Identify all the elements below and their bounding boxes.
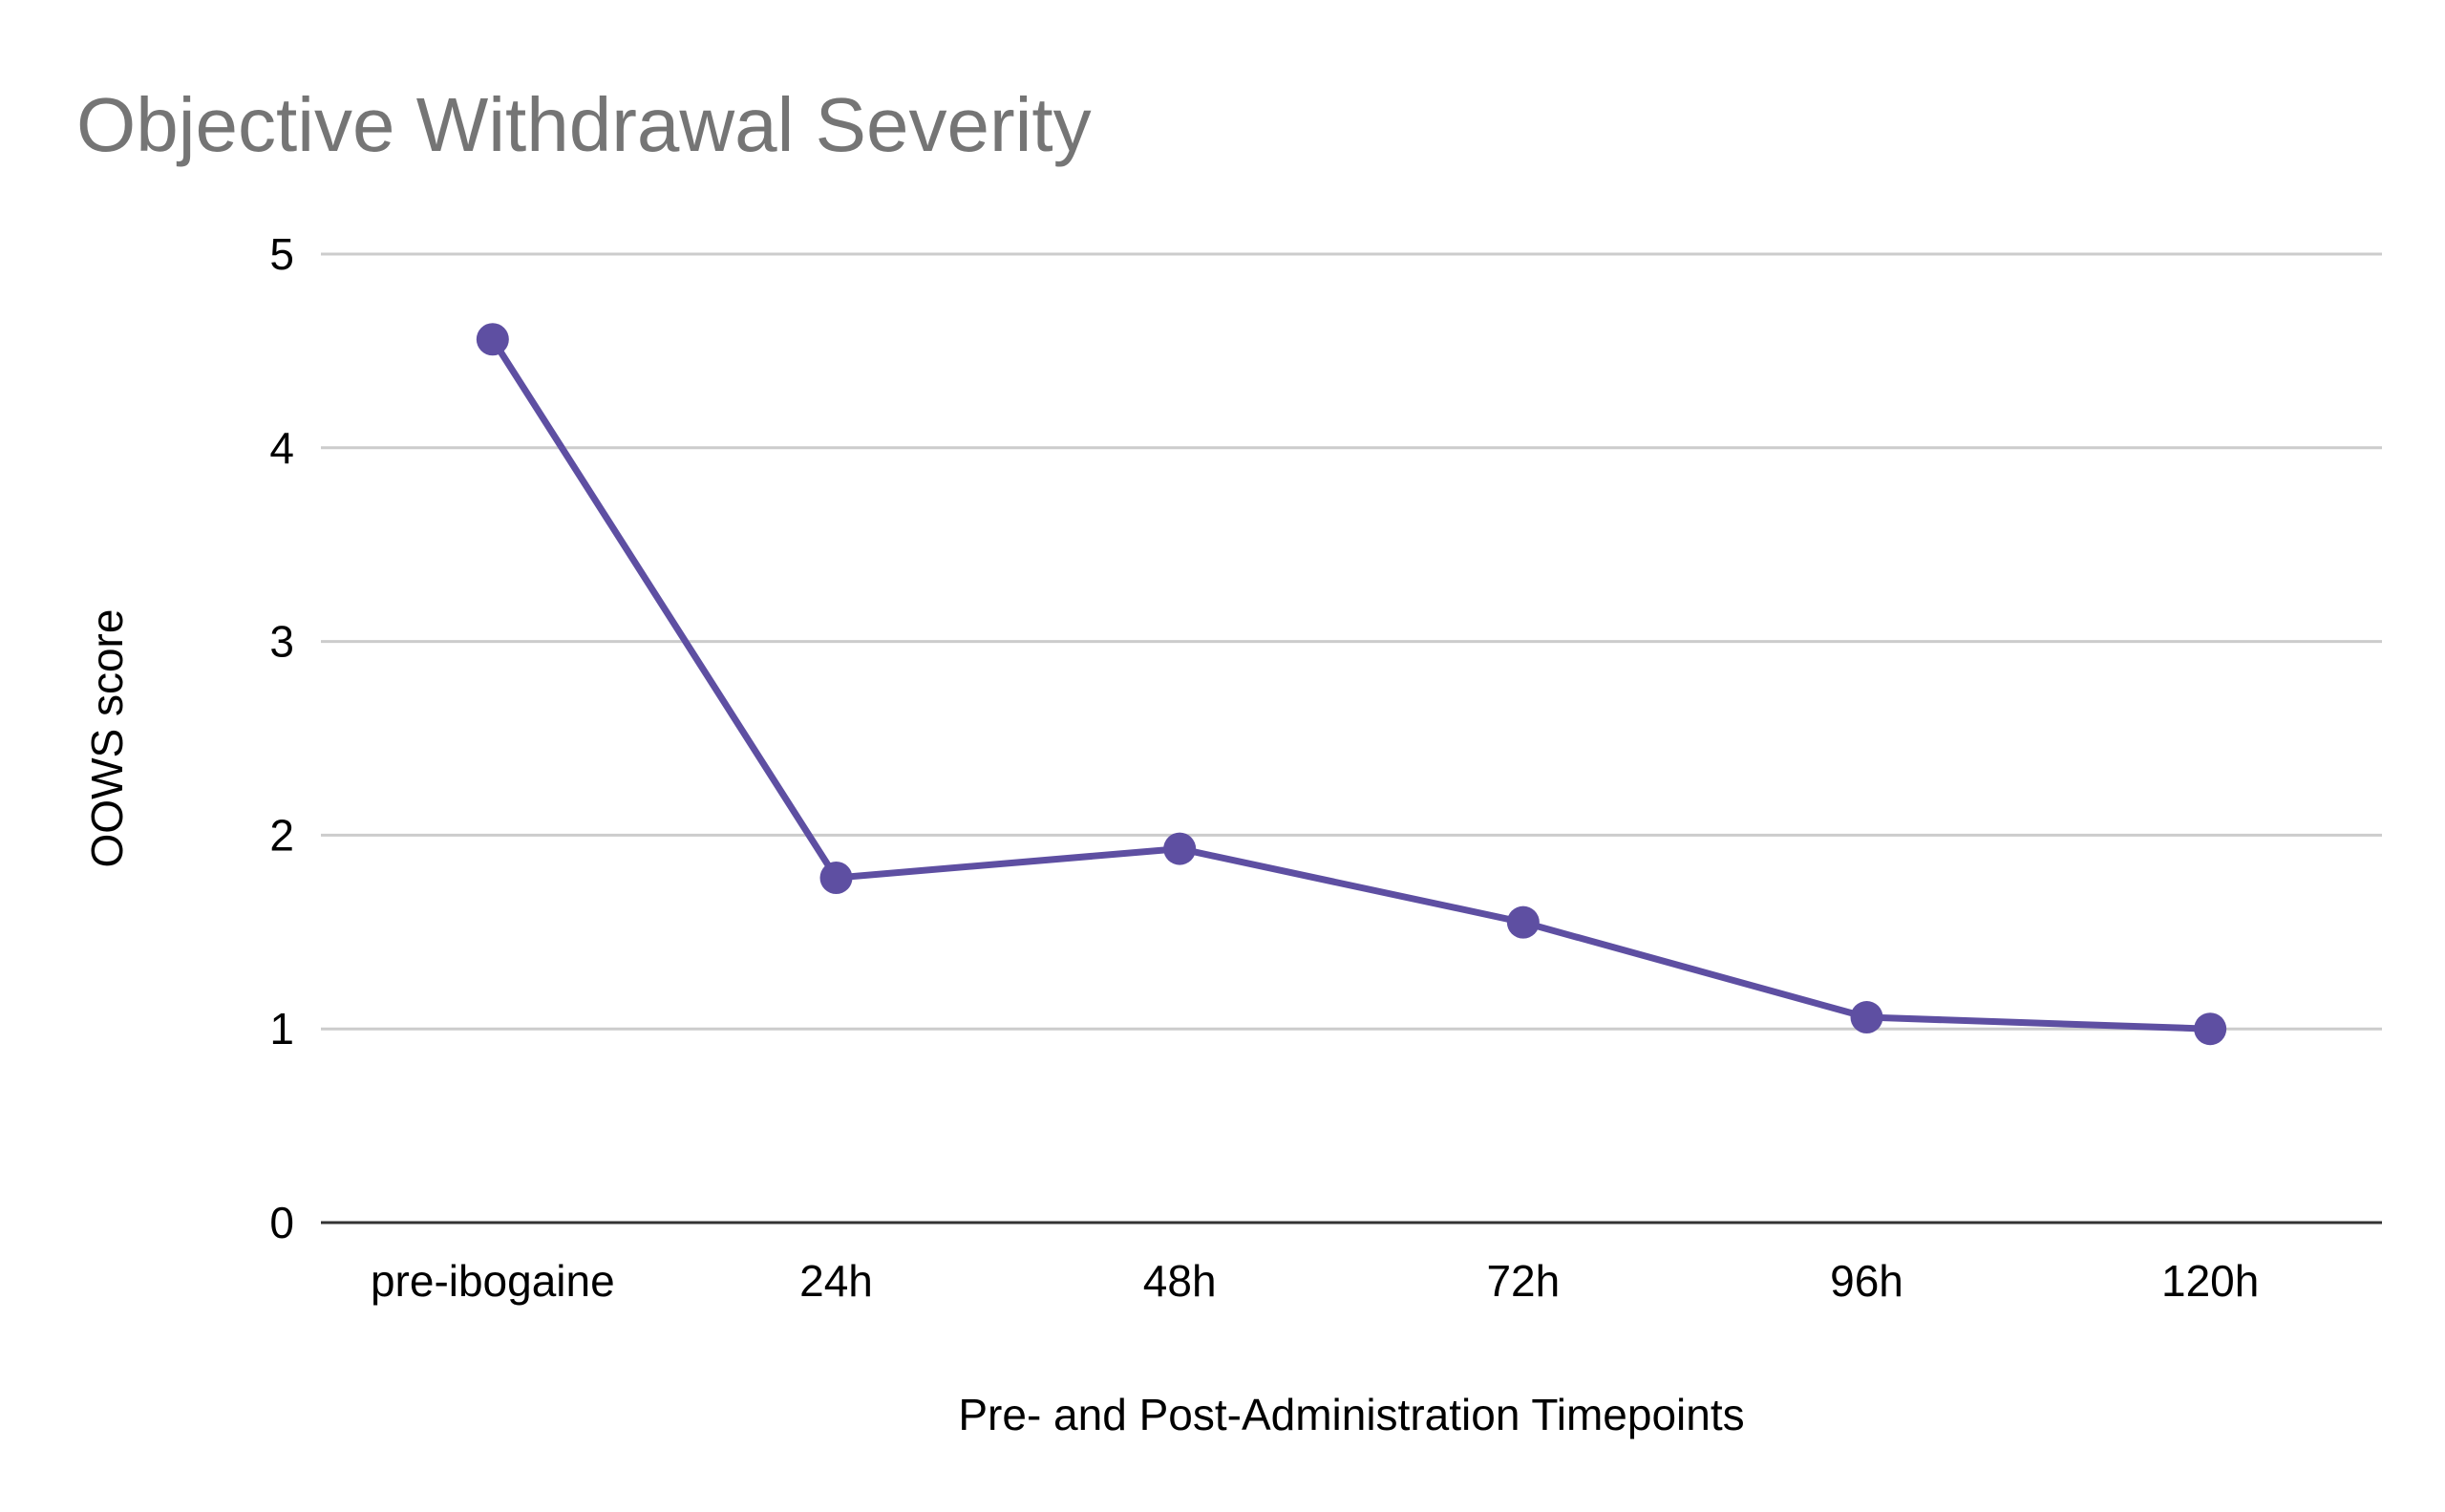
chart-title: Objective Withdrawal Severity [76, 82, 1092, 167]
data-point [476, 323, 509, 356]
data-point [2194, 1012, 2227, 1046]
data-point [1506, 905, 1540, 939]
x-axis-label: Pre- and Post-Administration Timepoints [958, 1390, 1744, 1439]
x-tick-label: 72h [1486, 1256, 1560, 1306]
x-tick-label: 24h [799, 1256, 873, 1306]
y-tick-label: 0 [269, 1198, 294, 1247]
y-tick-label: 1 [269, 1004, 294, 1054]
y-tick-label: 2 [269, 810, 294, 860]
x-tick-label: pre-ibogaine [371, 1256, 615, 1306]
data-point [1850, 1001, 1883, 1034]
y-axis-label: OOWS score [82, 609, 132, 868]
series-line [489, 337, 2211, 1033]
y-tick-label: 5 [269, 229, 294, 279]
y-tick-label: 4 [269, 423, 294, 473]
x-tick-label: 120h [2161, 1256, 2259, 1306]
x-tick-label: 96h [1830, 1256, 1903, 1306]
data-point [1163, 832, 1197, 865]
x-tick-label: 48h [1143, 1256, 1217, 1306]
data-point [819, 862, 853, 895]
y-tick-label: 3 [269, 617, 294, 667]
